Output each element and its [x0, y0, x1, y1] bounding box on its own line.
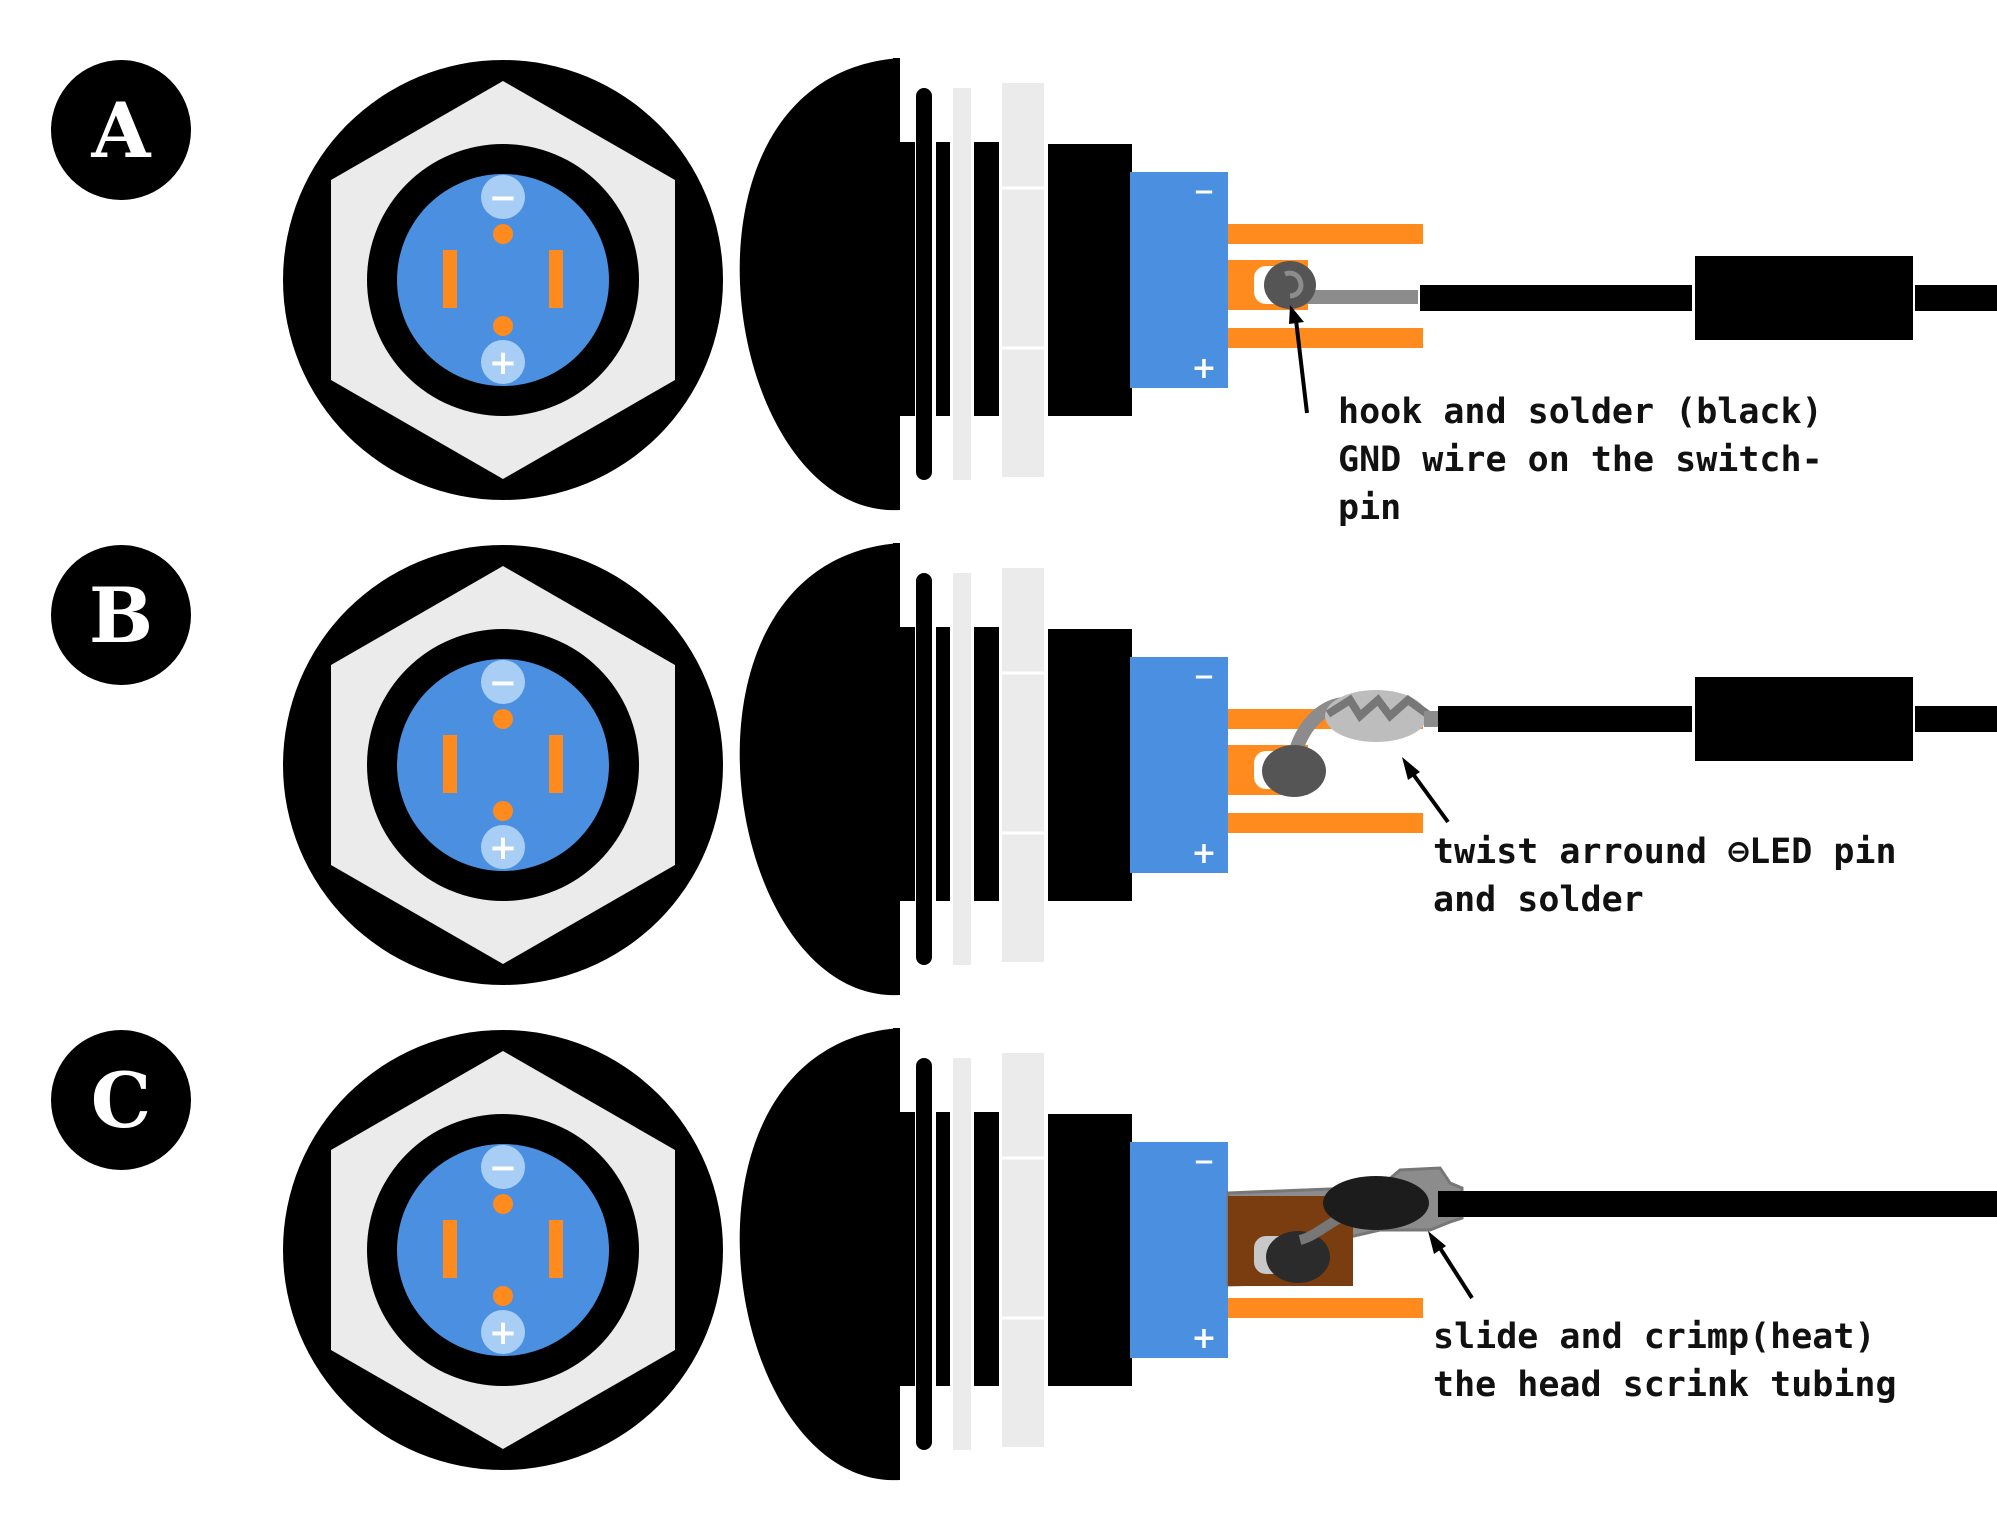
- step-badge: A: [51, 60, 191, 200]
- shrink-tube: [1695, 677, 1913, 761]
- solder-joint: [1266, 1231, 1330, 1283]
- callout: slide and crimp(heat) the head scrink tu…: [1428, 1231, 1897, 1405]
- plus-icon: +: [1191, 836, 1216, 871]
- stripped-wire: [1290, 290, 1418, 304]
- terminal-pin: [1228, 224, 1423, 244]
- step-label: B: [89, 571, 153, 660]
- note-line: twist arround ⊖LED pin: [1433, 832, 1897, 872]
- plus-icon: +: [1191, 1321, 1216, 1356]
- minus-marker: [481, 175, 525, 219]
- heat-shrink-assembly: [1226, 1166, 1997, 1287]
- plus-icon: +: [489, 1313, 518, 1353]
- plus-marker: [481, 825, 525, 869]
- terminal-pin: [1228, 813, 1423, 833]
- note-line: hook and solder (black): [1338, 392, 1823, 432]
- button-dome: [739, 58, 900, 511]
- switch-body: [1130, 1142, 1228, 1358]
- minus-icon: −: [1193, 662, 1215, 692]
- note-line: the head scrink tubing: [1433, 1365, 1897, 1405]
- minus-marker: [481, 660, 525, 704]
- button-face: [397, 659, 609, 871]
- switch-contact: [549, 735, 563, 793]
- shrink-tube: [1695, 256, 1913, 340]
- hex-nut-side: [1002, 83, 1044, 477]
- solder-joint: [1262, 745, 1326, 797]
- button-face: [397, 174, 609, 386]
- black-gnd-wire: [1438, 1191, 1997, 1217]
- switch-body: [1130, 172, 1228, 388]
- button-front-view: − +: [283, 60, 723, 500]
- solder-joint: [1264, 261, 1316, 309]
- hex-nut-side: [1002, 568, 1044, 962]
- button-side-view: − +: [739, 1028, 1423, 1481]
- washer: [953, 88, 971, 480]
- step-b: B − +: [51, 543, 1997, 996]
- lock-washer: [916, 573, 932, 965]
- button-side-view: − +: [739, 58, 1423, 511]
- note-line: and solder: [1433, 880, 1644, 920]
- button-face: [397, 1144, 609, 1356]
- minus-icon: −: [489, 663, 518, 703]
- step-c: C − +: [51, 1028, 1997, 1481]
- plus-icon: +: [489, 343, 518, 383]
- minus-marker: [481, 1145, 525, 1189]
- lock-washer: [916, 1058, 932, 1450]
- switch-body: [1130, 657, 1228, 873]
- plus-icon: +: [489, 828, 518, 868]
- black-gnd-wire: [1420, 285, 1692, 311]
- callout: hook and solder (black) GND wire on the …: [1289, 305, 1823, 528]
- switch-contact: [549, 250, 563, 308]
- note-line: slide and crimp(heat): [1433, 1317, 1876, 1357]
- washer: [953, 1058, 971, 1450]
- switch-contact: [549, 1220, 563, 1278]
- step-badge: C: [51, 1030, 191, 1170]
- button-side-view: − +: [739, 543, 1423, 996]
- step-badge: B: [51, 545, 191, 685]
- step-label: C: [91, 1056, 152, 1145]
- plus-marker: [481, 1310, 525, 1354]
- plus-icon: +: [1191, 351, 1216, 386]
- washer: [953, 573, 971, 965]
- step-a: A − +: [51, 58, 1997, 528]
- callout: twist arround ⊖LED pin and solder: [1402, 757, 1897, 920]
- switch-contact: [443, 250, 457, 308]
- switch-contact: [443, 1220, 457, 1278]
- minus-icon: −: [1193, 1147, 1215, 1177]
- plus-marker: [481, 340, 525, 384]
- note-line: pin: [1338, 488, 1401, 528]
- black-gnd-wire: [1438, 706, 1692, 732]
- step-label: A: [91, 86, 152, 175]
- terminal-pin: [1228, 328, 1423, 348]
- lock-washer: [916, 88, 932, 480]
- button-dome: [739, 543, 900, 996]
- twisted-joint: [1323, 1176, 1429, 1230]
- terminal-pin: [1228, 1298, 1423, 1318]
- switch-contact: [443, 735, 457, 793]
- button-front-view: − +: [283, 1030, 723, 1470]
- wire: [1264, 256, 1997, 340]
- minus-icon: −: [1193, 177, 1215, 207]
- hex-nut-side: [1002, 1053, 1044, 1447]
- wire: [1262, 677, 1997, 797]
- minus-icon: −: [489, 178, 518, 218]
- button-dome: [739, 1028, 900, 1481]
- minus-icon: −: [489, 1148, 518, 1188]
- button-front-view: − +: [283, 545, 723, 985]
- note-line: GND wire on the switch-: [1338, 440, 1823, 480]
